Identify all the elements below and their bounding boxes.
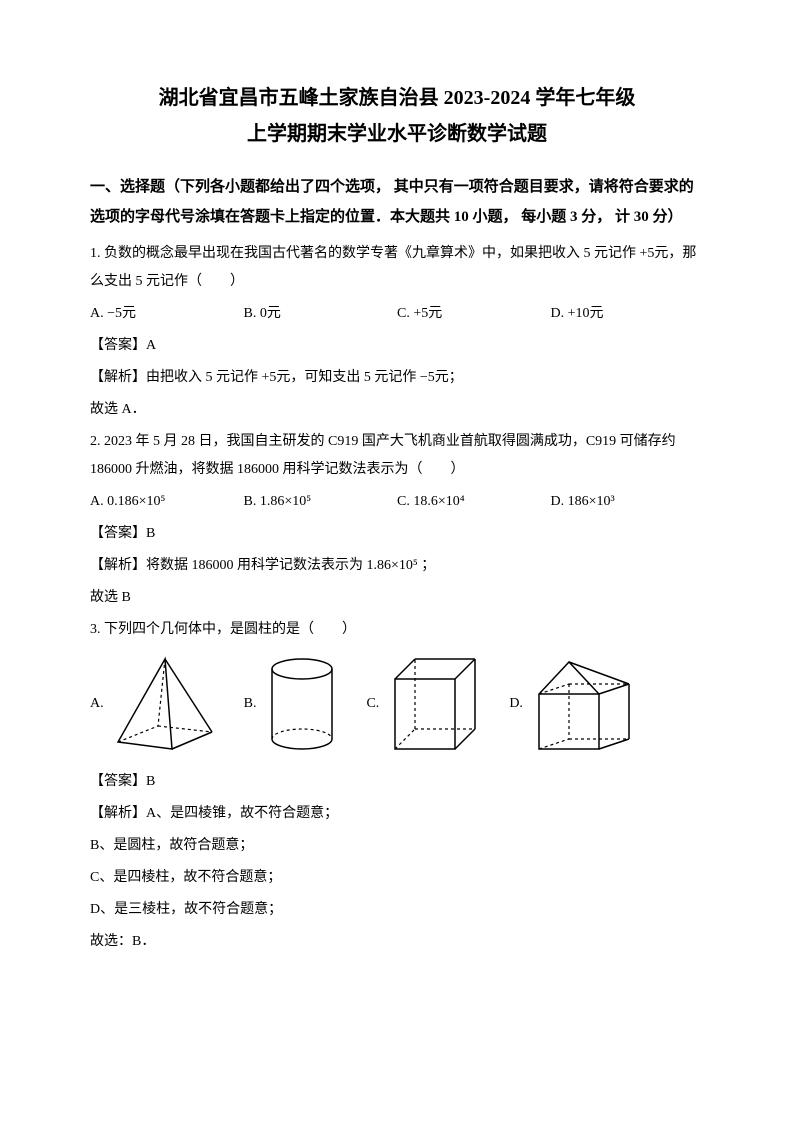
q1-conclusion: 故选 A． (90, 396, 704, 424)
q3-fig-b: B. (244, 654, 343, 754)
q3-fig-a-label: A. (90, 696, 104, 712)
q1-opt-d: D. +10元 (551, 300, 705, 328)
q2-explanation: 【解析】将数据 186000 用科学记数法表示为 1.86×10⁵ ； (90, 552, 704, 580)
q3-fig-c: C. (366, 654, 485, 754)
q3-figures: A. B. C. (90, 654, 704, 754)
section-1-header: 一、选择题（下列各小题都给出了四个选项， 其中只有一项符合题目要求，请将符合要求… (90, 172, 704, 232)
q1-options: A. −5元 B. 0元 C. +5元 D. +10元 (90, 300, 704, 328)
q3-exp-b: B、是圆柱，故符合题意； (90, 832, 704, 860)
q3-fig-a: A. (90, 654, 220, 754)
exam-title: 湖北省宜昌市五峰土家族自治县 2023-2024 学年七年级 上学期期末学业水平… (90, 80, 704, 152)
cylinder-icon (262, 654, 342, 754)
triangular-prism-icon (529, 654, 639, 754)
q3-fig-d: D. (509, 654, 639, 754)
q3-exp-a: 【解析】A、是四棱锥，故不符合题意； (90, 800, 704, 828)
q3-exp-d: D、是三棱柱，故不符合题意； (90, 896, 704, 924)
q2-opt-b: B. 1.86×10⁵ (244, 488, 398, 516)
title-line-1: 湖北省宜昌市五峰土家族自治县 2023-2024 学年七年级 (90, 80, 704, 116)
pyramid-icon (110, 654, 220, 754)
q3-fig-d-label: D. (509, 696, 523, 712)
exam-page: 湖北省宜昌市五峰土家族自治县 2023-2024 学年七年级 上学期期末学业水平… (0, 0, 794, 1123)
q3-answer: 【答案】B (90, 768, 704, 796)
q3-conclusion: 故选：B． (90, 928, 704, 956)
q2-answer: 【答案】B (90, 520, 704, 548)
q1-opt-c: C. +5元 (397, 300, 551, 328)
q3-exp-c: C、是四棱柱，故不符合题意； (90, 864, 704, 892)
q2-options: A. 0.186×10⁵ B. 1.86×10⁵ C. 18.6×10⁴ D. … (90, 488, 704, 516)
q1-explanation: 【解析】由把收入 5 元记作 +5元，可知支出 5 元记作 −5元； (90, 364, 704, 392)
q3-fig-b-label: B. (244, 696, 257, 712)
q1-answer: 【答案】A (90, 332, 704, 360)
q2-opt-c: C. 18.6×10⁴ (397, 488, 551, 516)
q2-stem: 2. 2023 年 5 月 28 日，我国自主研发的 C919 国产大飞机商业首… (90, 428, 704, 484)
q3-fig-c-label: C. (366, 696, 379, 712)
q1-stem: 1. 负数的概念最早出现在我国古代著名的数学专著《九章算术》中，如果把收入 5 … (90, 240, 704, 296)
cuboid-icon (385, 654, 485, 754)
q1-opt-a: A. −5元 (90, 300, 244, 328)
q2-opt-d: D. 186×10³ (551, 488, 705, 516)
q2-opt-a: A. 0.186×10⁵ (90, 488, 244, 516)
q3-stem: 3. 下列四个几何体中，是圆柱的是（ ） (90, 616, 704, 644)
title-line-2: 上学期期末学业水平诊断数学试题 (90, 116, 704, 152)
q1-opt-b: B. 0元 (244, 300, 398, 328)
q2-conclusion: 故选 B (90, 584, 704, 612)
